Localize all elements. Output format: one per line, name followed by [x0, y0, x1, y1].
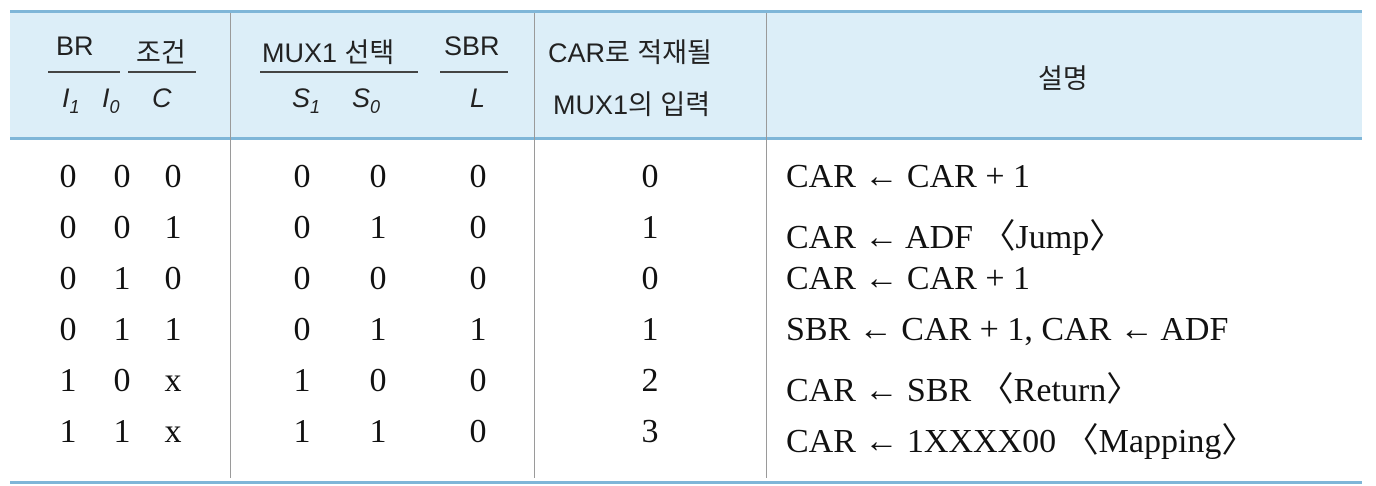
cell-s0: 0 — [369, 158, 387, 195]
cell-s1: 1 — [293, 362, 311, 399]
header-c: C — [152, 83, 172, 113]
header-sbr: SBR — [444, 31, 500, 61]
header-mux1-underline — [260, 71, 418, 73]
cell-description: CAR ← CAR + 1 — [786, 260, 1030, 297]
cell-s0: 0 — [369, 362, 387, 399]
cell-s0: 1 — [369, 209, 387, 246]
header-car-line2: MUX1의 입력 — [553, 90, 711, 120]
cell-i1: 1 — [59, 362, 77, 399]
cell-c: x — [164, 413, 182, 450]
cell-s1: 0 — [293, 209, 311, 246]
header-condition-underline — [128, 71, 196, 73]
cell-i1: 1 — [59, 413, 77, 450]
header-mux1-select: MUX1 선택 — [262, 38, 395, 68]
cell-l: 0 — [469, 362, 487, 399]
cell-i1: 0 — [59, 311, 77, 348]
column-divider — [766, 13, 767, 478]
column-divider — [534, 13, 535, 478]
cell-mux: 1 — [641, 209, 659, 246]
header-condition: 조건 — [136, 38, 186, 68]
cell-i1: 0 — [59, 260, 77, 297]
cell-description: CAR ← ADF 〈Jump〉 — [786, 219, 1124, 256]
cell-l: 1 — [469, 311, 487, 348]
cell-c: 1 — [164, 209, 182, 246]
cell-i0: 1 — [113, 260, 131, 297]
cell-i0: 0 — [113, 158, 131, 195]
cell-description: CAR ← 1XXXX00 〈Mapping〉 — [786, 423, 1256, 460]
cell-description: CAR ← CAR + 1 — [786, 158, 1030, 195]
cell-description: CAR ← SBR 〈Return〉 — [786, 372, 1141, 409]
cell-s0: 1 — [369, 413, 387, 450]
cell-s1: 0 — [293, 260, 311, 297]
cell-mux: 0 — [641, 260, 659, 297]
header-l: L — [470, 83, 486, 113]
header-car-line1: CAR로 적재될 — [548, 38, 712, 68]
table-header: BR 조건 I1 I0 C MUX1 선택 SBR S1 S0 L CAR로 적… — [10, 13, 1362, 140]
cell-i0: 0 — [113, 362, 131, 399]
cell-mux: 3 — [641, 413, 659, 450]
cell-mux: 1 — [641, 311, 659, 348]
cell-s0: 0 — [369, 260, 387, 297]
cell-l: 0 — [469, 260, 487, 297]
cell-i1: 0 — [59, 158, 77, 195]
branch-control-table: BR 조건 I1 I0 C MUX1 선택 SBR S1 S0 L CAR로 적… — [10, 10, 1362, 484]
header-br-underline — [48, 71, 120, 73]
cell-c: 1 — [164, 311, 182, 348]
header-i0: I0 — [102, 83, 120, 117]
column-divider — [230, 13, 231, 478]
cell-i1: 0 — [59, 209, 77, 246]
cell-mux: 2 — [641, 362, 659, 399]
cell-l: 0 — [469, 158, 487, 195]
header-i1: I1 — [62, 83, 80, 117]
header-sbr-underline — [440, 71, 508, 73]
cell-s1: 0 — [293, 158, 311, 195]
cell-c: x — [164, 362, 182, 399]
header-s0: S0 — [352, 83, 381, 117]
cell-l: 0 — [469, 209, 487, 246]
header-br: BR — [56, 31, 94, 61]
cell-s1: 0 — [293, 311, 311, 348]
cell-c: 0 — [164, 158, 182, 195]
cell-i0: 0 — [113, 209, 131, 246]
cell-i0: 1 — [113, 311, 131, 348]
cell-i0: 1 — [113, 413, 131, 450]
cell-s0: 1 — [369, 311, 387, 348]
header-description: 설명 — [1038, 64, 1088, 94]
cell-mux: 0 — [641, 158, 659, 195]
cell-c: 0 — [164, 260, 182, 297]
header-s1: S1 — [292, 83, 321, 117]
cell-l: 0 — [469, 413, 487, 450]
cell-s1: 1 — [293, 413, 311, 450]
cell-description: SBR ← CAR + 1, CAR ← ADF — [786, 311, 1229, 348]
